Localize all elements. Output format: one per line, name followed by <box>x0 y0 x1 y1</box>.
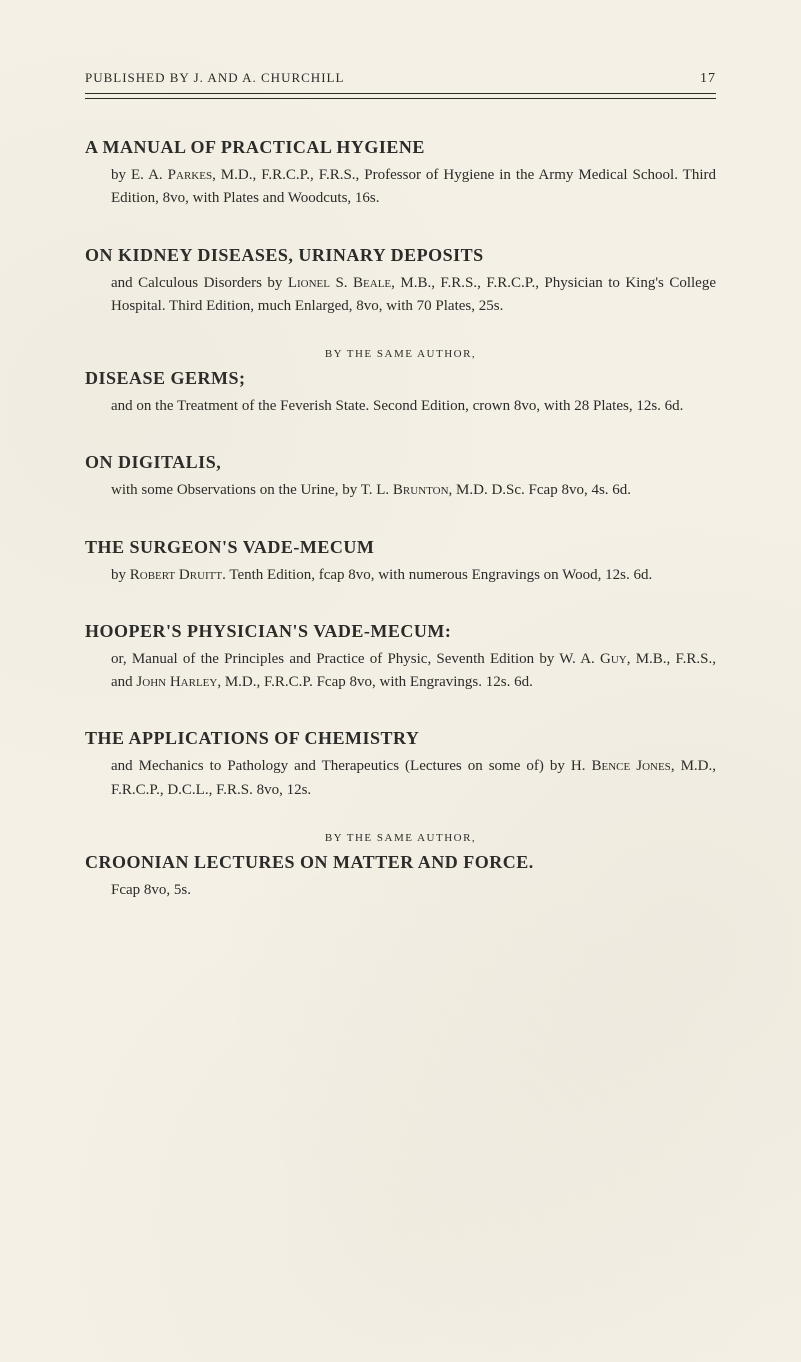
entry-title: THE SURGEON'S VADE-MECUM <box>85 537 716 558</box>
page-number: 17 <box>700 71 716 87</box>
catalog-entry: ON KIDNEY DISEASES, URINARY DEPOSITS and … <box>85 245 716 319</box>
header-title: PUBLISHED BY J. AND A. CHURCHILL <box>85 70 344 86</box>
entry-body: Fcap 8vo, 5s. <box>85 879 716 902</box>
catalog-entry: THE APPLICATIONS OF CHEMISTRY and Mechani… <box>85 728 716 802</box>
entry-title: HOOPER'S PHYSICIAN'S VADE-MECUM: <box>85 621 716 642</box>
entry-body: and Mechanics to Pathology and Therapeut… <box>85 755 716 802</box>
catalog-entry: BY THE SAME AUTHOR, DISEASE GERMS; and on … <box>85 348 716 418</box>
entry-body: or, Manual of the Principles and Practic… <box>85 648 716 695</box>
catalog-entry: BY THE SAME AUTHOR, CROONIAN LECTURES ON … <box>85 832 716 902</box>
entry-title: ON KIDNEY DISEASES, URINARY DEPOSITS <box>85 245 716 266</box>
entry-body: by Robert Druitt. Tenth Edition, fcap 8v… <box>85 564 716 587</box>
entry-byline: BY THE SAME AUTHOR, <box>85 348 716 360</box>
page-header: PUBLISHED BY J. AND A. CHURCHILL 17 <box>85 70 716 94</box>
catalog-entry: ON DIGITALIS, with some Observations on t… <box>85 452 716 502</box>
entry-body: and Calculous Disorders by Lionel S. Bea… <box>85 272 716 319</box>
entry-title: DISEASE GERMS; <box>85 368 716 389</box>
header-rule <box>85 98 716 99</box>
catalog-entry: A MANUAL OF PRACTICAL HYGIENE by E. A. Pa… <box>85 137 716 211</box>
catalog-entry: HOOPER'S PHYSICIAN'S VADE-MECUM: or, Manu… <box>85 621 716 695</box>
entry-body: and on the Treatment of the Feverish Sta… <box>85 395 716 418</box>
entry-title: CROONIAN LECTURES ON MATTER AND FORCE. <box>85 852 716 873</box>
entry-title: THE APPLICATIONS OF CHEMISTRY <box>85 728 716 749</box>
entry-byline: BY THE SAME AUTHOR, <box>85 832 716 844</box>
entry-title: A MANUAL OF PRACTICAL HYGIENE <box>85 137 716 158</box>
entries-list: A MANUAL OF PRACTICAL HYGIENE by E. A. Pa… <box>85 137 716 902</box>
entry-body: by E. A. Parkes, M.D., F.R.C.P., F.R.S.,… <box>85 164 716 211</box>
catalog-entry: THE SURGEON'S VADE-MECUM by Robert Druitt… <box>85 537 716 587</box>
entry-body: with some Observations on the Urine, by … <box>85 479 716 502</box>
entry-title: ON DIGITALIS, <box>85 452 716 473</box>
